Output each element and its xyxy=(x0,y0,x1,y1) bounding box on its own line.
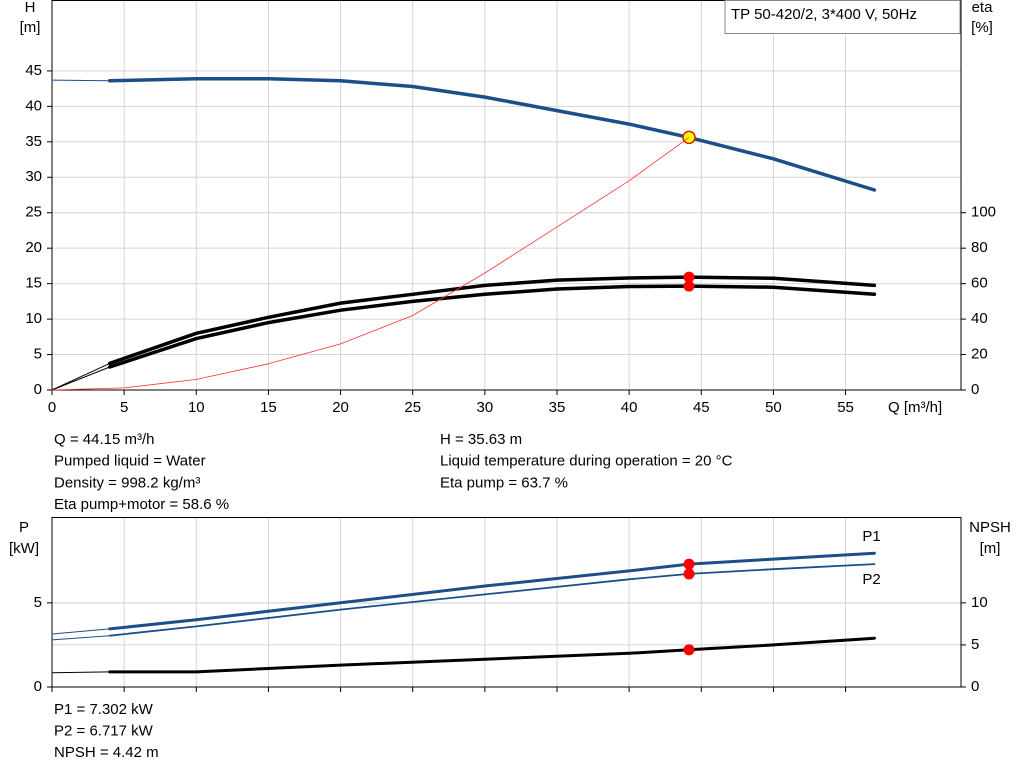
info-text: Liquid temperature during operation = 20… xyxy=(440,453,733,470)
x-tick-label: 25 xyxy=(404,399,421,416)
y2-tick-label: 0 xyxy=(971,678,979,695)
curve xyxy=(107,275,877,366)
y-tick-label: 5 xyxy=(34,594,42,611)
info-text: Density = 998.2 kg/m³ xyxy=(54,474,200,491)
curve xyxy=(51,362,111,391)
chart-title: TP 50-420/2, 3*400 V, 50Hz xyxy=(731,6,917,23)
y-axis-label: P xyxy=(19,519,29,536)
y2-tick-label: 20 xyxy=(971,346,988,363)
title-box xyxy=(724,0,961,34)
curve xyxy=(51,79,111,82)
info-text: H = 35.63 m xyxy=(440,431,522,448)
curve xyxy=(107,76,877,192)
x-tick-label: 40 xyxy=(621,399,638,416)
y-tick-label: 45 xyxy=(25,62,42,79)
x-axis-label: Q [m³/h] xyxy=(888,399,942,416)
curve xyxy=(51,137,690,391)
y2-axis-label: [%] xyxy=(971,19,993,36)
y-axis-label: [kW] xyxy=(9,540,39,557)
y2-tick-label: 0 xyxy=(971,381,979,398)
x-tick-label: 10 xyxy=(188,399,205,416)
x-tick-label: 5 xyxy=(120,399,128,416)
curve xyxy=(51,366,111,391)
info-text: Q = 44.15 m³/h xyxy=(54,431,154,448)
curve xyxy=(108,636,876,674)
y-tick-label: 15 xyxy=(25,275,42,292)
y2-tick-label: 80 xyxy=(971,239,988,256)
info-text: Eta pump = 63.7 % xyxy=(440,474,568,491)
curve xyxy=(51,635,111,641)
info-text: Eta pump+motor = 58.6 % xyxy=(54,496,229,513)
y-axis-label: [m] xyxy=(20,19,41,36)
y2-tick-label: 60 xyxy=(971,275,988,292)
info-text: NPSH = 4.42 m xyxy=(54,744,159,761)
y2-axis-label: NPSH xyxy=(969,519,1011,536)
x-tick-label: 50 xyxy=(765,399,782,416)
y-tick-label: 0 xyxy=(34,381,42,398)
info-text: Pumped liquid = Water xyxy=(54,453,206,470)
y2-tick-label: 10 xyxy=(971,594,988,611)
y-tick-label: 10 xyxy=(25,310,42,327)
y-axis-label: H xyxy=(25,0,36,16)
curve xyxy=(51,671,111,674)
duty-point xyxy=(683,644,695,656)
plot-frame xyxy=(51,517,962,688)
x-tick-label: 0 xyxy=(48,399,56,416)
y-tick-label: 25 xyxy=(25,204,42,221)
plot-frame xyxy=(51,0,962,391)
series-label: P2 xyxy=(862,571,880,588)
y2-axis-label: eta xyxy=(972,0,994,16)
y2-tick-label: 40 xyxy=(971,310,988,327)
curve xyxy=(108,563,876,637)
duty-point xyxy=(683,558,695,570)
y-tick-label: 0 xyxy=(34,678,42,695)
y2-tick-label: 100 xyxy=(971,204,996,221)
x-tick-label: 55 xyxy=(837,399,854,416)
y2-axis-label: [m] xyxy=(980,540,1001,557)
x-tick-label: 20 xyxy=(332,399,349,416)
x-tick-label: 35 xyxy=(549,399,566,416)
y-tick-label: 20 xyxy=(25,239,42,256)
y-tick-label: 40 xyxy=(25,97,42,114)
info-text: P1 = 7.302 kW xyxy=(54,701,154,718)
curve xyxy=(107,284,877,369)
duty-point xyxy=(683,280,695,292)
x-tick-label: 30 xyxy=(477,399,494,416)
x-tick-label: 45 xyxy=(693,399,710,416)
y2-tick-label: 5 xyxy=(971,636,979,653)
x-tick-label: 15 xyxy=(260,399,277,416)
y-tick-label: 5 xyxy=(34,346,42,363)
duty-point xyxy=(683,568,695,580)
y-tick-label: 30 xyxy=(25,168,42,185)
series-label: P1 xyxy=(862,528,880,545)
duty-point xyxy=(683,271,695,283)
curve xyxy=(51,628,111,635)
y-tick-label: 35 xyxy=(25,133,42,150)
info-text: P2 = 6.717 kW xyxy=(54,722,154,739)
curve xyxy=(108,551,876,631)
